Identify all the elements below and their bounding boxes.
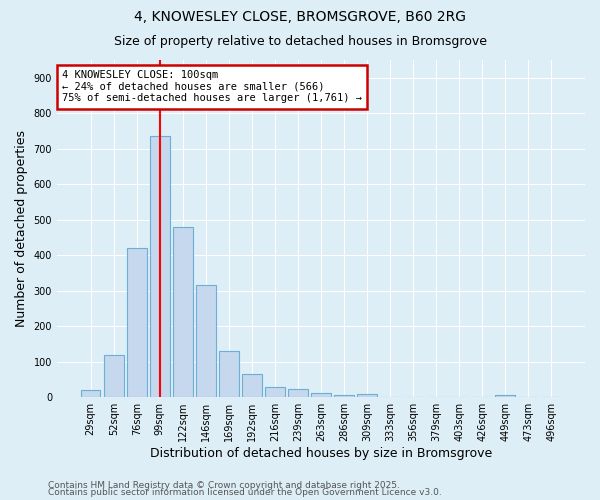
Text: Contains public sector information licensed under the Open Government Licence v3: Contains public sector information licen… bbox=[48, 488, 442, 497]
X-axis label: Distribution of detached houses by size in Bromsgrove: Distribution of detached houses by size … bbox=[150, 447, 492, 460]
Text: Size of property relative to detached houses in Bromsgrove: Size of property relative to detached ho… bbox=[113, 35, 487, 48]
Bar bbox=[311, 393, 331, 397]
Bar bbox=[150, 136, 170, 397]
Bar bbox=[496, 394, 515, 397]
Bar bbox=[219, 351, 239, 397]
Text: Contains HM Land Registry data © Crown copyright and database right 2025.: Contains HM Land Registry data © Crown c… bbox=[48, 480, 400, 490]
Bar bbox=[334, 396, 354, 397]
Bar bbox=[242, 374, 262, 397]
Text: 4 KNOWESLEY CLOSE: 100sqm
← 24% of detached houses are smaller (566)
75% of semi: 4 KNOWESLEY CLOSE: 100sqm ← 24% of detac… bbox=[62, 70, 362, 103]
Bar bbox=[81, 390, 100, 397]
Bar bbox=[265, 388, 284, 397]
Bar bbox=[127, 248, 146, 397]
Text: 4, KNOWESLEY CLOSE, BROMSGROVE, B60 2RG: 4, KNOWESLEY CLOSE, BROMSGROVE, B60 2RG bbox=[134, 10, 466, 24]
Bar bbox=[288, 390, 308, 397]
Bar bbox=[357, 394, 377, 397]
Bar bbox=[196, 286, 215, 397]
Bar bbox=[104, 354, 124, 397]
Y-axis label: Number of detached properties: Number of detached properties bbox=[15, 130, 28, 327]
Bar bbox=[173, 227, 193, 397]
